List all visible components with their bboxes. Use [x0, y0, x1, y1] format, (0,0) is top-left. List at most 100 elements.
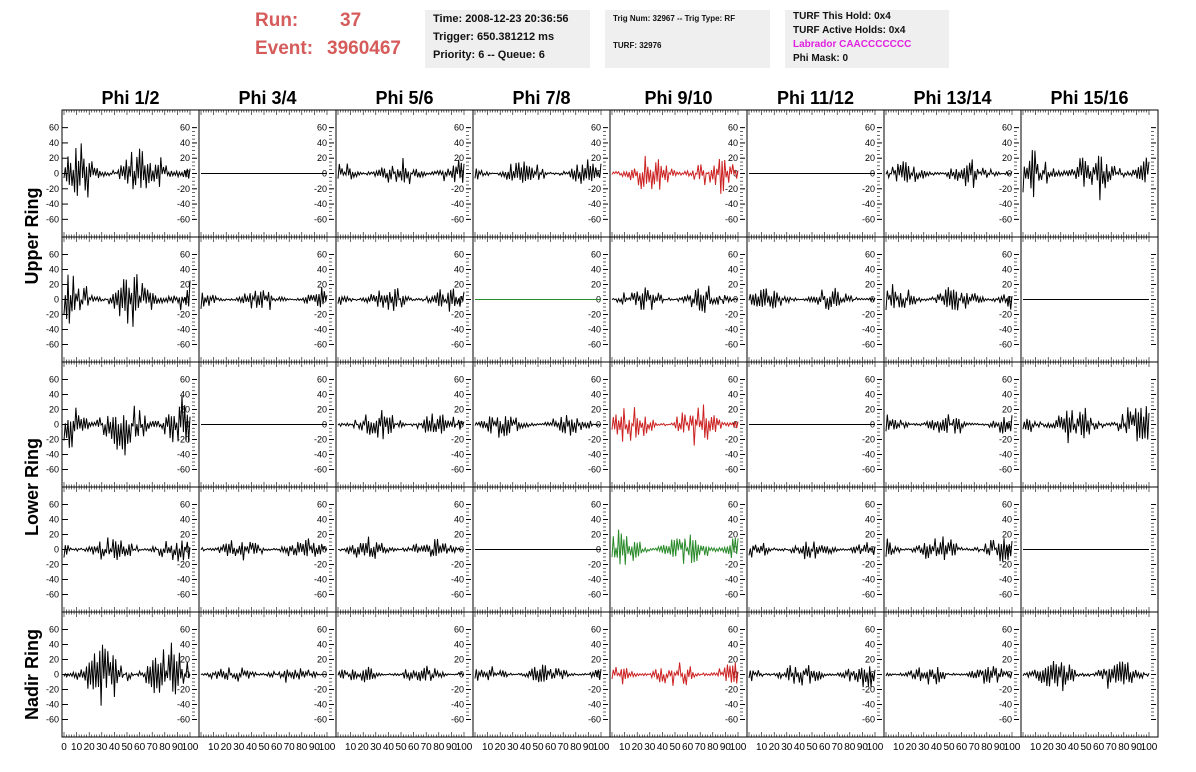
y-tick-label: -60 [451, 590, 464, 600]
y-tick-label: 40 [865, 138, 875, 148]
waveform-trace [63, 274, 191, 327]
y-tick-label: 20 [591, 280, 601, 290]
y-tick-label: 40 [865, 390, 875, 400]
y-tick-label: -40 [725, 199, 738, 209]
y-tick-label: 40 [317, 138, 327, 148]
y-tick-label: -20 [451, 435, 464, 445]
waveform-trace [200, 538, 328, 561]
trigger-info-box: Trig Num: 32967 -- Trig Type: RF TURF: 3… [605, 10, 770, 68]
y-tick-label: 20 [728, 530, 738, 540]
y-tick-label: 20 [591, 153, 601, 163]
y-tick-label: 40 [454, 640, 464, 650]
y-tick-label: 0 [322, 545, 327, 555]
waveform-trace [200, 667, 328, 683]
y-tick-label: -40 [862, 450, 875, 460]
y-tick-label: -20 [588, 310, 601, 320]
y-tick-label: 40 [591, 515, 601, 525]
y-tick-label: -40 [451, 450, 464, 460]
y-tick-label: 0 [322, 295, 327, 305]
y-tick-label: 20 [1002, 405, 1012, 415]
y-tick-label: 20 [180, 655, 190, 665]
y-tick-label: -40 [314, 700, 327, 710]
column-header: Phi 9/10 [644, 88, 712, 108]
y-tick-label: -20 [999, 560, 1012, 570]
y-tick-label: -20 [725, 310, 738, 320]
y-tick-label: 0 [459, 420, 464, 430]
y-tick-label: 60 [49, 375, 59, 385]
y-tick-label: 20 [49, 280, 59, 290]
y-tick-label: 60 [317, 625, 327, 635]
y-tick-label: -20 [177, 560, 190, 570]
y-tick-label: 40 [317, 515, 327, 525]
y-tick-label: -20 [725, 435, 738, 445]
y-tick-label: 20 [180, 530, 190, 540]
y-tick-label: -60 [725, 340, 738, 350]
y-tick-label: 40 [728, 265, 738, 275]
y-tick-label: -40 [862, 575, 875, 585]
y-tick-label: 0 [459, 295, 464, 305]
y-tick-label: 0 [54, 420, 59, 430]
y-tick-label: 40 [49, 640, 59, 650]
y-tick-label: 60 [180, 250, 190, 260]
column-header: Phi 11/12 [777, 88, 854, 108]
y-tick-label: 40 [49, 515, 59, 525]
waveform-trace [63, 642, 191, 706]
y-tick-label: 40 [180, 640, 190, 650]
y-tick-label: 20 [865, 405, 875, 415]
y-tick-label: -40 [177, 450, 190, 460]
waveform-trace [611, 285, 739, 313]
y-tick-label: 60 [454, 250, 464, 260]
waveform-trace [748, 541, 876, 560]
y-tick-label: -40 [177, 199, 190, 209]
y-tick-label: 40 [454, 138, 464, 148]
y-tick-label: 60 [591, 123, 601, 133]
y-tick-label: -40 [314, 575, 327, 585]
y-tick-label: 20 [1002, 153, 1012, 163]
y-tick-label: -60 [725, 465, 738, 475]
y-tick-label: 0 [459, 169, 464, 179]
y-tick-label: 60 [591, 375, 601, 385]
waveform-trace [885, 159, 1013, 188]
y-tick-label: -40 [725, 575, 738, 585]
y-tick-label: -60 [177, 214, 190, 224]
y-tick-label: -60 [999, 465, 1012, 475]
y-tick-label: -40 [46, 325, 59, 335]
y-tick-label: -20 [451, 310, 464, 320]
y-tick-label: 60 [49, 250, 59, 260]
y-tick-label: -40 [451, 575, 464, 585]
y-tick-label: 40 [49, 138, 59, 148]
y-tick-label: 40 [180, 390, 190, 400]
y-tick-label: -60 [314, 715, 327, 725]
y-tick-label: -40 [588, 450, 601, 460]
y-tick-label: 40 [1002, 265, 1012, 275]
y-tick-label: 60 [865, 250, 875, 260]
phi-mask-text: Phi Mask: 0 [793, 53, 849, 64]
y-tick-label: 20 [49, 530, 59, 540]
y-tick-label: 0 [54, 545, 59, 555]
waveform-trace [63, 143, 191, 198]
waveform-trace [885, 284, 1013, 311]
waveform-trace [611, 529, 739, 565]
y-tick-label: -40 [862, 325, 875, 335]
y-tick-label: 60 [317, 500, 327, 510]
y-tick-label: -20 [862, 310, 875, 320]
y-tick-label: -20 [999, 310, 1012, 320]
y-tick-label: -20 [177, 310, 190, 320]
y-tick-label: -60 [451, 340, 464, 350]
run-value: 37 [340, 10, 362, 31]
y-tick-label: 0 [185, 295, 190, 305]
y-tick-label: 20 [591, 405, 601, 415]
y-tick-label: 60 [728, 375, 738, 385]
y-tick-label: -40 [177, 575, 190, 585]
y-tick-label: -40 [46, 199, 59, 209]
y-tick-label: -20 [999, 184, 1012, 194]
turf-this-hold-text: TURF This Hold: 0x4 [793, 11, 891, 22]
y-tick-label: 20 [317, 530, 327, 540]
waveform-trace [885, 536, 1013, 562]
y-tick-label: -20 [177, 184, 190, 194]
y-tick-label: -20 [177, 685, 190, 695]
y-tick-label: -40 [451, 700, 464, 710]
trigger-text: Trigger: 650.381212 ms [433, 31, 555, 43]
y-tick-label: 60 [180, 123, 190, 133]
